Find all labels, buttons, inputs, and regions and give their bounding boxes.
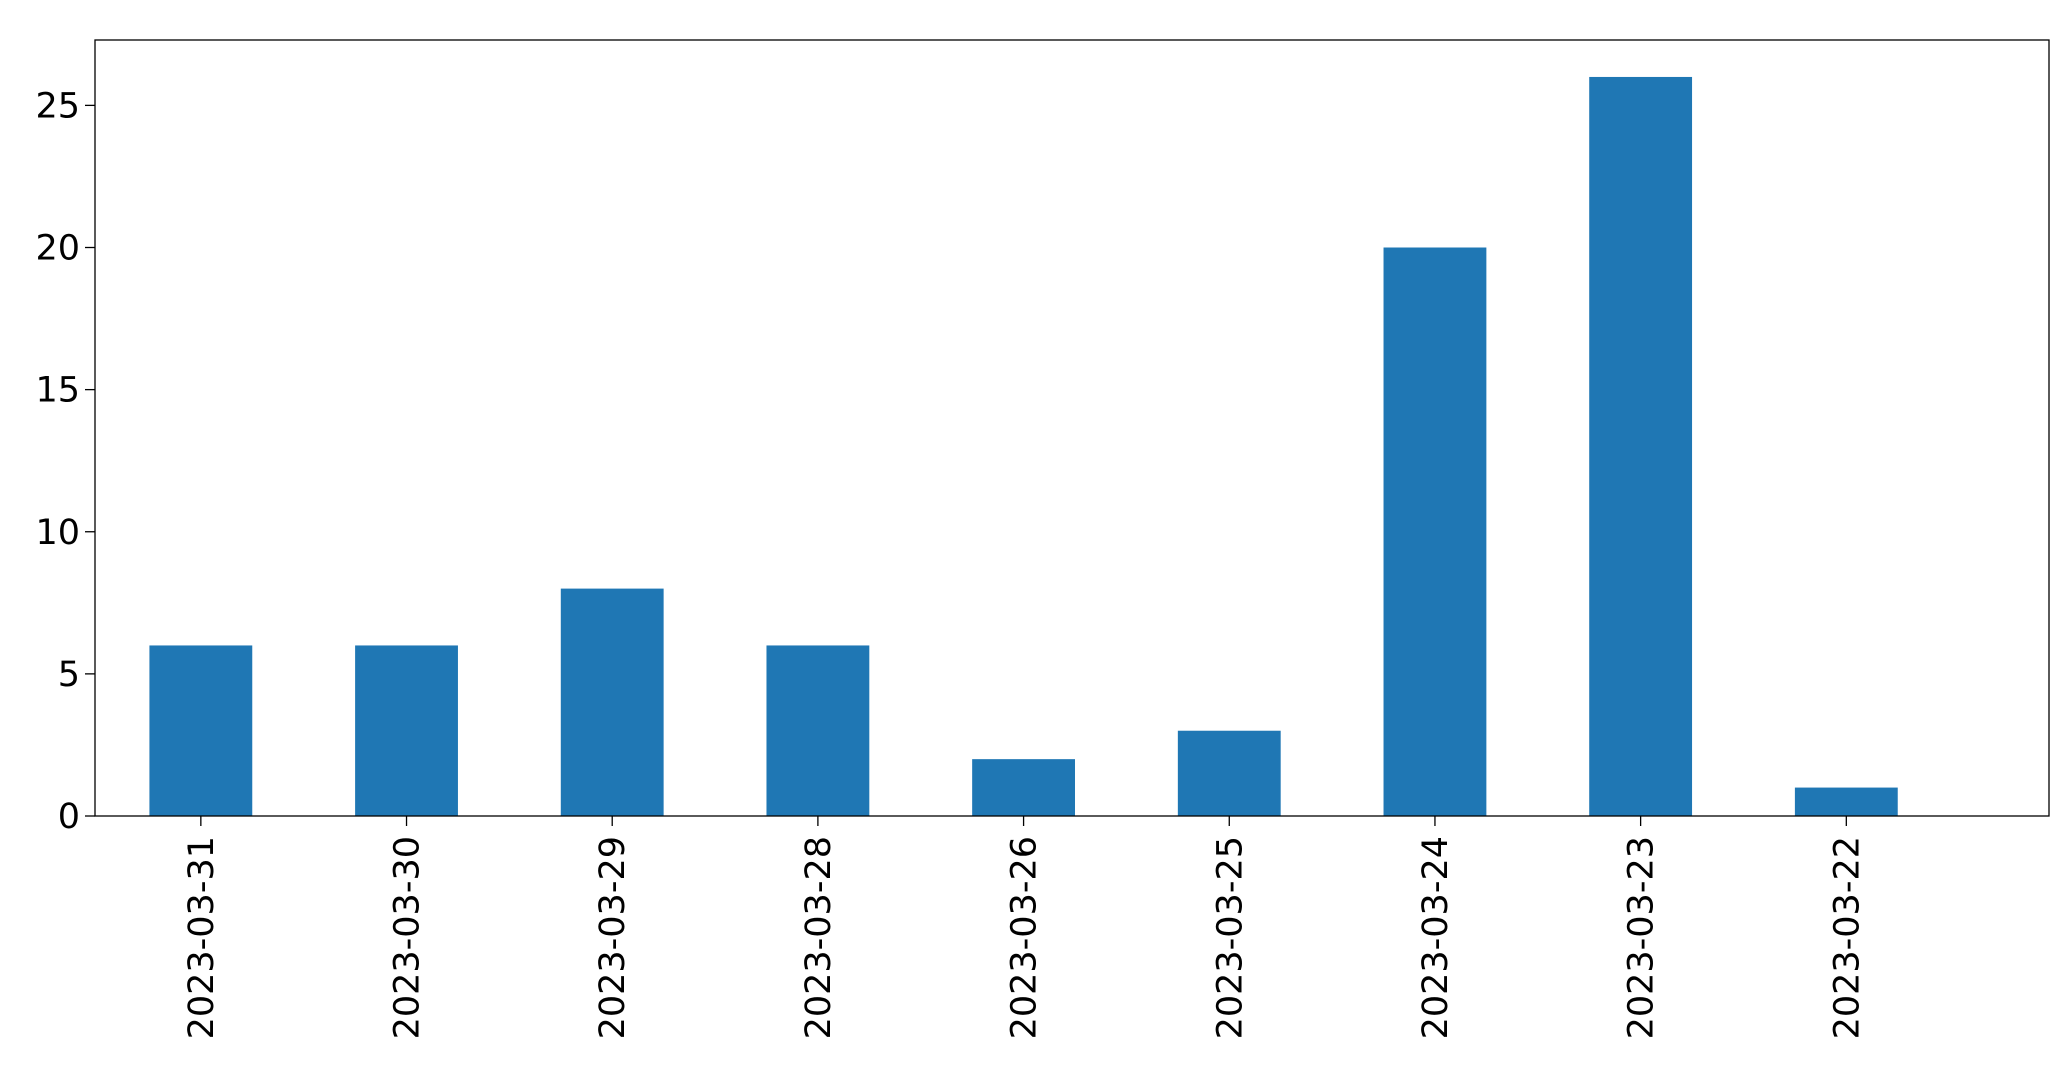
bar-2023-03-26 — [972, 759, 1075, 816]
y-axis: 0 5 10 15 20 25 — [35, 86, 95, 837]
bar-2023-03-29 — [560, 588, 664, 816]
bars-layer — [149, 76, 1898, 816]
bar-2023-03-23 — [1589, 76, 1693, 816]
y-tick-label: 5 — [58, 655, 80, 695]
x-tick-label: 2023-03-29 — [593, 836, 633, 1039]
bar-2023-03-31 — [149, 645, 253, 816]
bar-2023-03-28 — [766, 645, 870, 816]
y-tick-label: 20 — [35, 229, 80, 269]
x-tick-label: 2023-03-23 — [1622, 836, 1662, 1039]
bar-2023-03-30 — [355, 645, 458, 816]
x-tick-label: 2023-03-31 — [182, 836, 222, 1039]
plot-frame — [94, 39, 2050, 817]
x-tick-label: 2023-03-22 — [1827, 836, 1867, 1039]
y-tick-label: 25 — [35, 86, 80, 126]
bar-2023-03-24 — [1383, 247, 1487, 816]
y-tick-label: 10 — [35, 513, 80, 553]
x-axis: 2023-03-31 2023-03-30 2023-03-29 2023-03-28… — [182, 816, 1867, 1039]
x-tick-label: 2023-03-26 — [1005, 836, 1045, 1039]
bar-2023-03-25 — [1177, 730, 1281, 816]
x-tick-label: 2023-03-28 — [799, 836, 839, 1039]
bar-2023-03-22 — [1794, 787, 1898, 816]
y-tick-label: 0 — [58, 797, 80, 837]
x-tick-label: 2023-03-30 — [388, 836, 428, 1039]
y-tick-label: 15 — [35, 371, 80, 411]
x-tick-label: 2023-03-25 — [1210, 836, 1250, 1039]
x-tick-label: 2023-03-24 — [1416, 836, 1456, 1039]
